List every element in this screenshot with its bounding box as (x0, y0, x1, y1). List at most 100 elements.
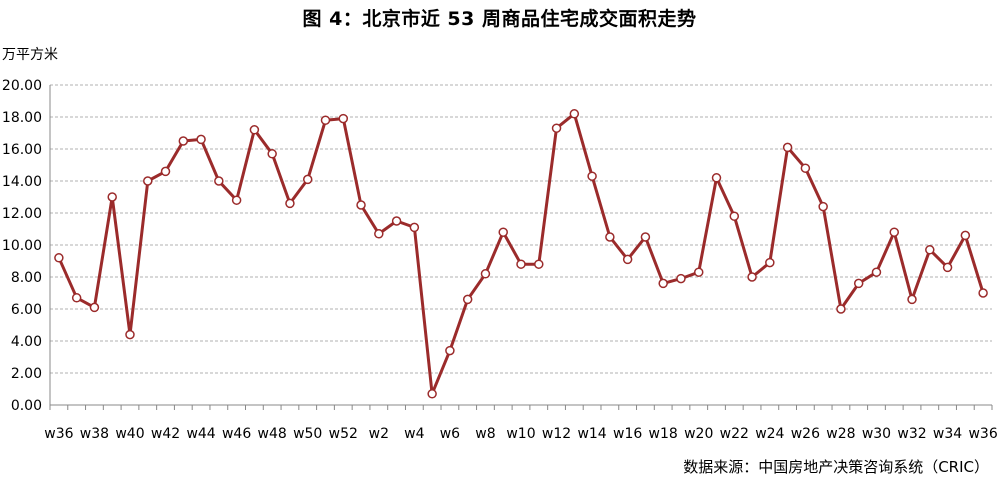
data-point (285, 198, 295, 209)
x-tick-label: w26 (791, 426, 820, 442)
axis-layer (49, 85, 993, 410)
series-line-layer (57, 112, 985, 396)
data-point (534, 259, 544, 269)
data-point (942, 262, 953, 273)
data-point (676, 273, 686, 284)
x-tick-label: w34 (933, 426, 962, 442)
grid-layer (50, 84, 992, 374)
data-point (231, 195, 242, 205)
x-tick-label: w38 (80, 426, 109, 442)
data-point (107, 192, 117, 202)
data-point (551, 123, 562, 133)
y-tick-label: 20.00 (2, 78, 42, 94)
y-tick-label: 4.00 (11, 334, 42, 350)
data-point (302, 174, 313, 185)
data-point (765, 257, 775, 268)
x-tick-label: w8 (475, 426, 495, 442)
x-tick-label: w18 (649, 426, 678, 442)
y-tick-labels: 0.00 2.00 4.00 6.00 8.00 10.00 12.00 14.00 16.00… (2, 78, 42, 414)
data-point (907, 294, 917, 305)
series-line (57, 112, 985, 396)
data-point (800, 163, 811, 173)
x-tick-label: w52 (329, 426, 358, 442)
x-tick-label: w28 (826, 426, 855, 442)
y-axis-unit-label: 万平方米 (2, 47, 58, 63)
data-point (925, 245, 935, 255)
data-point (356, 200, 366, 210)
data-point (143, 176, 153, 186)
x-tick-label: w32 (897, 426, 926, 442)
data-point (338, 113, 349, 124)
x-tick-label: w42 (151, 426, 180, 442)
x-tick-label: w14 (577, 426, 606, 442)
data-point (871, 267, 882, 277)
source-note: 数据来源：中国房地产决策咨询系统（CRIC） (683, 458, 989, 476)
data-point (782, 142, 793, 153)
data-point (267, 149, 277, 159)
data-point (178, 136, 189, 146)
data-point (249, 125, 260, 135)
x-tick-label: w16 (613, 426, 642, 442)
data-points (54, 109, 988, 399)
x-tick-label: w30 (862, 426, 891, 442)
data-point (516, 259, 526, 269)
data-point (480, 269, 491, 279)
x-tick-label: w4 (404, 426, 424, 442)
y-tick-label: 8.00 (11, 270, 42, 286)
x-tick-label: w50 (293, 426, 322, 442)
data-point (374, 229, 384, 239)
data-point (409, 222, 420, 233)
x-tick-label: w24 (755, 426, 784, 442)
data-point (427, 389, 437, 399)
data-point (196, 134, 206, 145)
y-tick-label: 14.00 (2, 174, 42, 190)
y-tick-label: 0.00 (11, 398, 42, 414)
y-tick-label: 2.00 (11, 366, 42, 382)
data-point (978, 288, 988, 298)
data-point (89, 302, 100, 313)
data-point (889, 227, 899, 237)
y-tick-label: 12.00 (2, 206, 42, 222)
data-point (711, 173, 722, 183)
x-tick-label: w2 (369, 426, 389, 442)
data-point (693, 267, 704, 277)
data-point (836, 304, 846, 314)
data-point (71, 293, 82, 303)
y-tick-label: 18.00 (2, 110, 42, 126)
data-point (960, 230, 971, 241)
data-point (320, 115, 331, 125)
x-tick-label: w6 (440, 426, 460, 442)
data-point (569, 109, 580, 119)
data-point (125, 329, 135, 340)
x-tick-label: w48 (258, 426, 287, 442)
data-point (54, 253, 64, 263)
data-point (214, 176, 224, 186)
data-point (445, 345, 455, 356)
data-point (498, 227, 508, 237)
data-point (729, 211, 740, 221)
data-point (462, 294, 473, 305)
data-point (391, 216, 402, 226)
data-point (658, 278, 668, 289)
data-point (853, 278, 864, 289)
x-tick-label: w46 (222, 426, 251, 442)
chart-title: 图 4：北京市近 53 周商品住宅成交面积走势 (302, 8, 697, 30)
x-tick-label: w36 (44, 426, 73, 442)
data-point (622, 254, 633, 265)
y-tick-label: 10.00 (2, 238, 42, 254)
x-tick-label: w44 (186, 426, 215, 442)
x-tick-label: w40 (115, 426, 144, 442)
data-point (160, 166, 171, 177)
x-tick-label: w12 (542, 426, 571, 442)
x-tick-label: w10 (506, 426, 535, 442)
data-point (640, 232, 651, 242)
x-tick-label: w22 (720, 426, 749, 442)
x-tick-label: w36 (968, 426, 997, 442)
x-tick-label: w20 (684, 426, 713, 442)
data-point (747, 272, 757, 282)
data-point (587, 171, 597, 181)
data-point (605, 232, 615, 242)
y-tick-label: 16.00 (2, 142, 42, 158)
y-tick-label: 6.00 (11, 302, 42, 318)
